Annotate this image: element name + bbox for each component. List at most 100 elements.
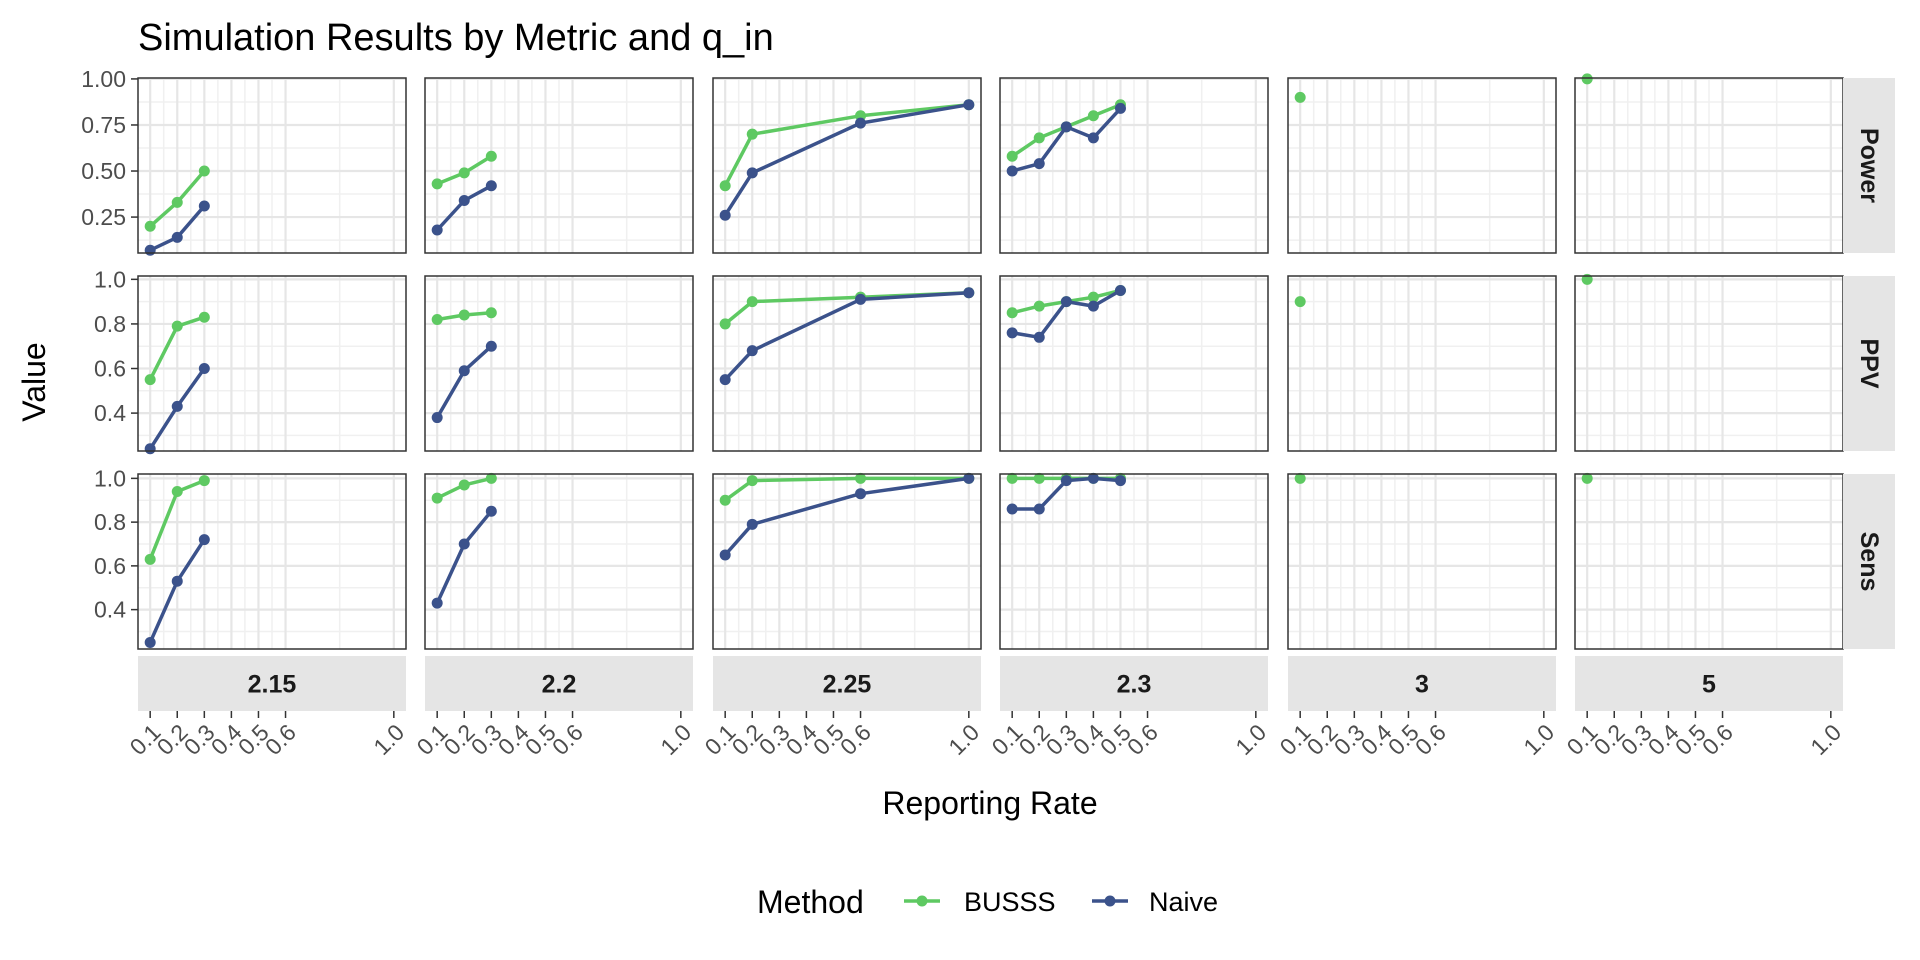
strip-label: 2.3: [1117, 671, 1152, 699]
data-point-naive: [1033, 331, 1045, 343]
data-point-naive: [458, 365, 470, 377]
chart-title: Simulation Results by Metric and q_in: [138, 17, 774, 59]
data-point-busss: [746, 475, 758, 487]
data-point-naive: [1033, 503, 1045, 515]
x-tick-label: 1.0: [1518, 719, 1559, 760]
data-point-busss: [431, 492, 443, 504]
y-tick-label: 1.00: [81, 66, 126, 92]
strip-background: [1843, 474, 1895, 649]
y-tick-label: 0.6: [94, 553, 126, 579]
facet-strip-2-2: 2.2: [425, 656, 693, 711]
data-point-naive: [963, 472, 975, 484]
strip-background: [1575, 656, 1843, 711]
data-point-naive: [171, 575, 183, 587]
x-tick-label: 0.6: [1697, 719, 1738, 760]
legend-key-point-busss: [916, 895, 928, 907]
data-point-naive: [171, 400, 183, 412]
legend-label-naive: Naive: [1149, 887, 1218, 917]
data-point-naive: [1060, 475, 1072, 487]
data-point-naive: [855, 488, 867, 500]
data-point-naive: [746, 518, 758, 530]
facet-strip-2-25: 2.25: [713, 656, 981, 711]
panel-border: [712, 77, 982, 254]
strip-label: 3: [1415, 671, 1429, 699]
strip-background: [1843, 276, 1895, 451]
panel-grid: 0.25 0.50 0.75 1.00 Power 0.4 0.6 0.8 1.0 PPV 0.4 0…: [81, 66, 1895, 760]
legend-label-busss: BUSSS: [964, 887, 1056, 917]
y-tick-label: 1.0: [94, 465, 126, 491]
series-line-busss: [723, 102, 969, 187]
series-line-naive: [723, 102, 970, 217]
panel-border: [137, 77, 407, 254]
data-point-naive: [458, 538, 470, 550]
data-point-busss: [458, 309, 470, 321]
panel-border: [424, 275, 694, 452]
y-tick-label: 0.4: [94, 597, 126, 623]
panel-ppv-2-25: [712, 275, 982, 452]
data-point-naive: [1087, 300, 1099, 312]
facet-strip-2-15: 2.15: [138, 656, 406, 711]
data-point-busss: [1581, 472, 1593, 484]
facet-strip-sens: Sens: [1843, 474, 1895, 649]
x-tick-label: 1.0: [368, 719, 409, 760]
strip-label: PPV: [1855, 338, 1883, 388]
panel-sens-5: [1574, 472, 1844, 650]
data-point-naive: [963, 287, 975, 299]
panel-border: [137, 473, 407, 650]
data-point-naive: [431, 412, 443, 424]
panel-sens-3: [1287, 472, 1557, 650]
data-point-busss: [746, 128, 758, 140]
strip-label: 2.15: [248, 671, 297, 699]
x-tick-label: 0.6: [835, 719, 876, 760]
data-point-naive: [1006, 503, 1018, 515]
panel-border: [424, 77, 694, 254]
data-point-busss: [1581, 73, 1593, 85]
y-axis-label: Value: [16, 342, 52, 421]
data-point-naive: [719, 549, 731, 561]
panel-border: [1287, 77, 1557, 254]
strip-label: 2.25: [823, 671, 872, 699]
data-point-busss: [144, 553, 156, 565]
panel-border: [1287, 473, 1557, 650]
data-point-naive: [719, 209, 731, 221]
data-point-busss: [431, 178, 443, 190]
strip-background: [138, 656, 406, 711]
facet-strip-3: 3: [1288, 656, 1556, 711]
strip-label: 5: [1702, 671, 1716, 699]
y-tick-label: 0.8: [94, 311, 126, 337]
legend-key-point-naive: [1104, 895, 1116, 907]
facet-strip-2-3: 2.3: [1000, 656, 1268, 711]
data-point-busss: [1087, 110, 1099, 122]
panel-power-2-25: [712, 77, 982, 254]
legend-title: Method: [757, 884, 864, 920]
panel-sens-2-15: [137, 473, 407, 650]
panel-border: [424, 473, 694, 650]
y-tick-label: 1.0: [94, 266, 126, 292]
x-axis-label: Reporting Rate: [882, 785, 1097, 821]
data-point-naive: [485, 340, 497, 352]
data-point-naive: [485, 505, 497, 517]
panel-power-2-15: [137, 77, 407, 256]
facet-strip-ppv: PPV: [1843, 276, 1895, 451]
panel-border: [712, 473, 982, 650]
data-point-busss: [855, 472, 867, 484]
x-tick-label: 0.6: [1410, 719, 1451, 760]
data-point-busss: [1033, 300, 1045, 312]
panel-border: [712, 275, 982, 452]
x-tick-label: 0.6: [260, 719, 301, 760]
strip-background: [425, 656, 693, 711]
y-tick-label: 0.50: [81, 158, 126, 184]
panel-ppv-2-3: [999, 275, 1269, 452]
series-line-naive: [723, 290, 969, 381]
x-tick-label: 0.6: [547, 719, 588, 760]
data-point-naive: [746, 345, 758, 357]
data-point-naive: [144, 244, 156, 256]
data-point-naive: [171, 231, 183, 243]
data-point-naive: [198, 363, 210, 375]
data-point-naive: [1033, 158, 1045, 170]
data-point-busss: [431, 313, 443, 325]
legend: Method BUSSS Naive: [757, 884, 1218, 920]
data-point-busss: [485, 472, 497, 484]
panel-ppv-2-2: [424, 275, 694, 452]
data-point-naive: [1060, 121, 1072, 133]
